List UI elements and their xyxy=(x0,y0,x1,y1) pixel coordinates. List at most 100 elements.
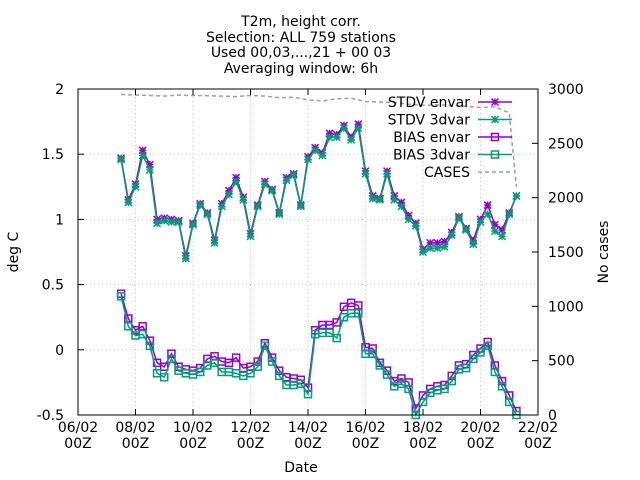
x-tick-date: 20/02 xyxy=(460,420,500,436)
y-tick-label: 0 xyxy=(55,343,64,359)
legend-marker-square xyxy=(490,132,500,142)
data-point-x xyxy=(224,190,233,199)
data-point-square xyxy=(354,309,363,318)
data-point-square xyxy=(368,349,377,358)
data-point-x xyxy=(498,232,507,241)
x-tick-date: 08/02 xyxy=(115,420,155,436)
y-axis-ticks: -0.5 0 0.5 1 1.5 2 xyxy=(37,82,84,424)
x-tick-date: 22/02 xyxy=(518,420,558,436)
data-point-square xyxy=(332,318,341,327)
data-point-x xyxy=(325,133,334,142)
data-point-square xyxy=(116,292,126,301)
y2-axis-ticks: 0 500 1000 1500 2000 2500 3000 xyxy=(532,82,584,424)
data-point-x xyxy=(462,225,471,234)
data-point-square xyxy=(476,348,485,357)
y-tick-label: 0.5 xyxy=(42,278,64,294)
data-point-x xyxy=(174,217,183,227)
x-tick-date: 12/02 xyxy=(230,420,270,436)
x-axis-label: Date xyxy=(284,460,317,476)
title-line-2: Selection: ALL 759 stations xyxy=(206,30,396,46)
y2-tick-label: 1000 xyxy=(548,299,584,315)
data-point-x xyxy=(332,133,341,142)
data-point-x xyxy=(239,195,248,204)
data-point-square xyxy=(447,376,456,386)
legend-entry: BIAS envar xyxy=(393,130,512,146)
data-point-x xyxy=(303,155,313,164)
data-point-x xyxy=(282,176,291,185)
legend-label: BIAS 3dvar xyxy=(393,148,470,164)
y-tick-label: 1.5 xyxy=(42,147,64,163)
data-point-square xyxy=(124,322,133,331)
data-point-square xyxy=(325,328,334,338)
data-point-square xyxy=(253,362,262,372)
data-point-square xyxy=(461,363,471,373)
x-axis-ticks: 06/0200Z08/0200Z10/0200Z12/0200Z14/0200Z… xyxy=(58,89,558,452)
data-point-square xyxy=(260,341,270,351)
legend-marker-x xyxy=(490,115,500,124)
legend-label: BIAS envar xyxy=(393,130,470,146)
data-point-square xyxy=(354,301,363,310)
data-point-square xyxy=(195,367,205,377)
data-point-x xyxy=(433,244,442,253)
data-point-x xyxy=(354,124,363,133)
title-line-4: Averaging window: 6h xyxy=(224,61,378,77)
data-point-x xyxy=(117,155,126,164)
x-tick-time: 00Z xyxy=(352,436,379,452)
data-point-x xyxy=(196,201,205,210)
y-tick-label: 2 xyxy=(55,82,64,98)
series-line xyxy=(120,293,518,412)
data-point-square xyxy=(167,354,176,364)
data-point-x xyxy=(210,238,219,247)
series-bias-envar xyxy=(116,289,521,416)
data-point-x xyxy=(246,232,255,241)
data-point-x xyxy=(454,214,463,223)
x-tick-date: 06/02 xyxy=(58,420,98,436)
data-point-x xyxy=(418,247,428,257)
data-point-x xyxy=(138,151,147,160)
data-point-x xyxy=(311,146,320,155)
data-point-x xyxy=(483,201,492,210)
x-tick-time: 00Z xyxy=(294,436,321,452)
y-tick-label: 1 xyxy=(55,212,64,228)
y2-tick-label: 2500 xyxy=(548,136,584,152)
data-point-square xyxy=(138,329,147,339)
data-point-square xyxy=(505,397,514,407)
data-point-x xyxy=(167,217,176,227)
data-point-x xyxy=(469,240,478,249)
x-tick-time: 00Z xyxy=(122,436,149,452)
data-point-x xyxy=(289,171,298,180)
data-point-square xyxy=(368,344,377,353)
x-tick-time: 00Z xyxy=(467,436,494,452)
data-point-x xyxy=(411,221,420,230)
data-point-x xyxy=(131,182,140,191)
legend-marker-x xyxy=(490,97,500,107)
y-axis-label: deg C xyxy=(6,231,22,272)
y2-tick-label: 0 xyxy=(548,408,557,424)
data-point-square xyxy=(210,358,219,368)
data-point-x xyxy=(347,135,356,144)
x-tick-time: 00Z xyxy=(64,436,91,452)
data-point-x xyxy=(512,191,521,200)
data-point-x xyxy=(203,210,212,219)
data-point-x xyxy=(318,151,327,160)
data-point-x xyxy=(268,186,277,195)
data-point-square xyxy=(296,379,306,388)
y2-tick-label: 3000 xyxy=(548,82,584,98)
data-point-x xyxy=(440,242,449,251)
data-point-x xyxy=(447,231,456,240)
x-tick-date: 10/02 xyxy=(173,420,213,436)
data-point-x xyxy=(490,227,499,236)
data-point-square xyxy=(382,370,392,379)
series-layer xyxy=(116,120,521,420)
data-point-square xyxy=(469,354,478,364)
data-point-square xyxy=(440,384,449,394)
data-point-x xyxy=(232,177,241,186)
legend-label: STDV 3dvar xyxy=(388,113,471,129)
data-point-x xyxy=(397,202,406,211)
data-point-square xyxy=(167,349,176,358)
legend-label: CASES xyxy=(424,165,470,181)
data-point-x xyxy=(124,198,133,207)
data-point-x xyxy=(390,195,399,204)
y-tick-label: -0.5 xyxy=(37,408,64,424)
